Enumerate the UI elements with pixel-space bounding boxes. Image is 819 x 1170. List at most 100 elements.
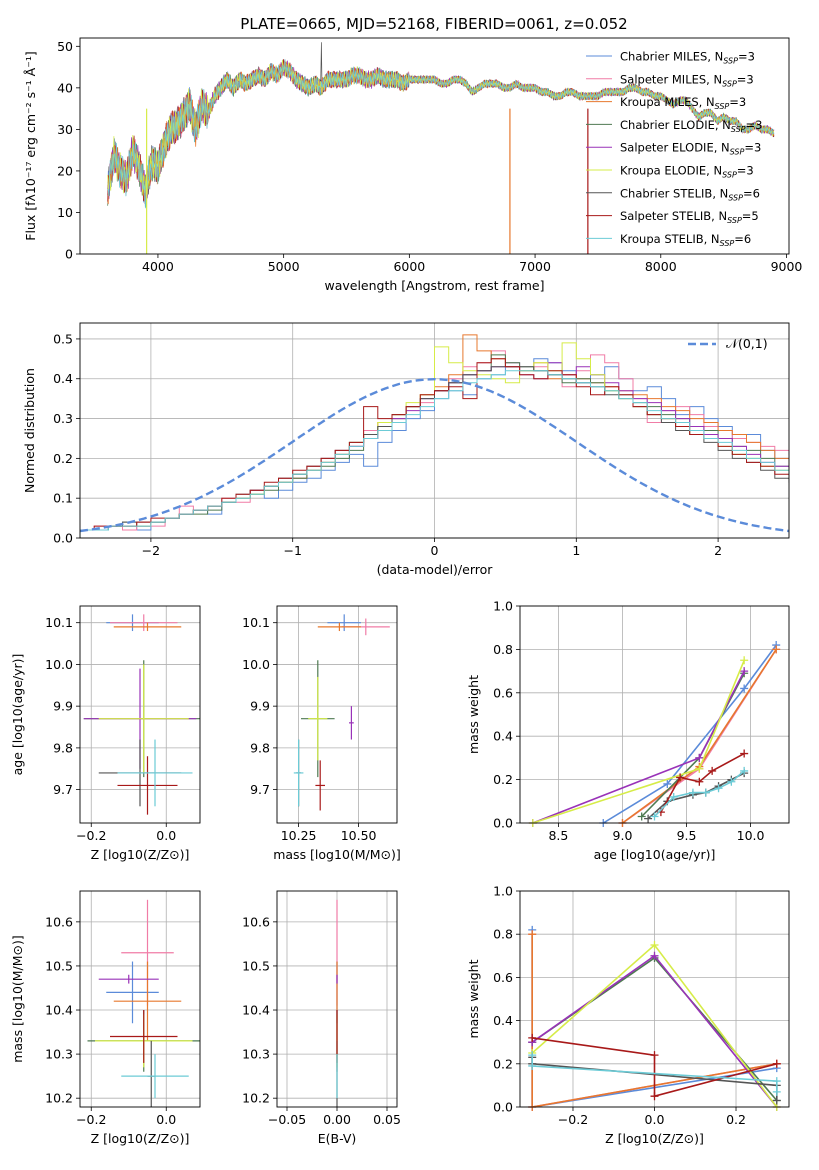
residuals-ytick-label: 0.3	[53, 411, 73, 426]
weight_vs_age-marker	[708, 766, 717, 775]
weight_vs_Z-marker	[650, 941, 659, 949]
age_vs_mass-xtick-label: 10.50	[341, 828, 377, 843]
spectrum-frame	[79, 37, 790, 255]
spectrum-line-kroupa-elodie	[107, 59, 775, 196]
weight_vs_age-marker	[695, 764, 704, 773]
mass_vs_Z-xlabel: Z [log10(Z/Z⊙)]	[91, 1131, 190, 1146]
residuals-ytick-label: 0.4	[53, 371, 73, 386]
weight_vs_Z-line-salpeter-stelib	[532, 1037, 778, 1098]
weight_vs_Z-xlabel: Z [log10(Z/Z⊙)]	[605, 1131, 704, 1146]
residuals-ytick-label: 0.0	[53, 531, 73, 546]
weight_vs_Z-line-kroupa-stelib	[531, 1055, 778, 1092]
residuals-ylabel: Normed distribution	[22, 368, 37, 493]
weight_vs_Z-ytick-label: 0.6	[493, 970, 513, 985]
residuals-ytick-label: 0.1	[53, 491, 73, 506]
weight_vs_Z-ytick-label: 0.0	[493, 1100, 513, 1115]
legend-label: Chabrier ELODIE, NSSP=3	[620, 118, 762, 134]
spectrum-ytick-label: 20	[57, 163, 73, 178]
spectrum-line-kroupa-stelib	[107, 59, 775, 209]
weight_vs_Z-marker	[528, 1051, 537, 1060]
spectrum-axes: 4000 5000 6000 7000 8000 9000 0 10 20 30 40 50	[57, 37, 802, 274]
spectrum-ylabel: Flux [fλ10⁻¹⁷ erg cm⁻² s⁻¹ Å⁻¹]	[23, 51, 38, 240]
weight_vs_age-ytick-label: 0.6	[493, 685, 513, 700]
legend-label: Chabrier MILES, NSSP=3	[620, 50, 755, 66]
age_vs_Z-frame	[79, 605, 201, 824]
spectrum-ytick-label: 0	[65, 247, 73, 262]
weight_vs_age-marker	[740, 749, 749, 758]
weight_vs_age-marker	[740, 766, 749, 775]
residuals-xtick-label: 1	[572, 543, 580, 558]
weight_vs_Z-xtick-label: −0.2	[558, 1112, 588, 1127]
mass_vs_Z-ytick-label: 10.4	[45, 1003, 73, 1018]
legend-label: Kroupa MILES, NSSP=3	[620, 95, 746, 111]
mass_vs_Z-plot-area	[80, 891, 200, 1107]
age_vs_Z-ytick-label: 9.8	[53, 740, 73, 755]
age_vs_Z-ytick-label: 9.9	[53, 699, 73, 714]
mass_vs_ebv-xtick-label: −0.05	[268, 1112, 306, 1127]
age_vs_Z-ytick-label: 10.0	[45, 657, 73, 672]
weight_vs_Z-marker	[528, 930, 537, 939]
spectrum-ytick-label: 40	[57, 80, 73, 95]
spectrum-ytick-label: 50	[57, 39, 73, 54]
age_vs_Z-ylabel: age [log10(age/yr)]	[10, 654, 25, 776]
spectrum-xtick-label: 5000	[268, 259, 300, 274]
weight_vs_Z-ytick-label: 1.0	[493, 884, 513, 899]
mass_vs_Z-axes: −0.2 0.0 10.2 10.3 10.4 10.5 10.6	[45, 890, 201, 1127]
weight_vs_Z-marker	[528, 1033, 537, 1042]
weight_vs_Z-marker	[650, 1092, 659, 1101]
residuals-xtick-label: 0	[431, 543, 439, 558]
age_vs_Z-xlabel: Z [log10(Z/Z⊙)]	[91, 847, 190, 862]
weight_vs_Z-ytick-label: 0.4	[493, 1013, 513, 1028]
residuals-xtick-label: −2	[142, 543, 160, 558]
age_vs_Z-xtick-label: −0.2	[76, 828, 106, 843]
mass_vs_ebv-ytick-label: 10.4	[242, 1003, 270, 1018]
age_vs_mass-xtick-label: 10.25	[281, 828, 317, 843]
weight_vs_age-xtick-label: 9.0	[613, 828, 633, 843]
legend-label: Salpeter MILES, NSSP=3	[620, 72, 754, 88]
weight_vs_Z-marker	[650, 1051, 659, 1060]
weight_vs_age-marker	[688, 788, 697, 797]
age_vs_mass-xlabel: mass [log10(M/M⊙)]	[273, 847, 401, 862]
weight_vs_age-marker	[740, 684, 749, 693]
weight_vs_Z-ytick-label: 0.2	[493, 1056, 513, 1071]
age_vs_mass-ytick-label: 9.8	[250, 740, 270, 755]
legend-label: Kroupa STELIB, NSSP=6	[620, 232, 751, 248]
residuals-ytick-label: 0.2	[53, 451, 73, 466]
weight_vs_age-marker	[727, 777, 736, 786]
weight_vs_age-marker	[695, 777, 704, 786]
weight_vs_Z-marker	[772, 1059, 781, 1068]
weight_vs_age-marker	[695, 753, 704, 762]
spectrum-xtick-label: 7000	[519, 259, 551, 274]
mass_vs_ebv-axes: −0.05 0.00 0.05 10.2 10.3 10.4 10.5 10.6	[242, 890, 401, 1127]
spectrum-xtick-label: 8000	[645, 259, 677, 274]
weight_vs_Z-xtick-label: 0.2	[726, 1112, 746, 1127]
spectrum-ytick-label: 10	[57, 205, 73, 220]
mass_vs_ebv-ytick-label: 10.2	[242, 1091, 270, 1106]
weight_vs_age-xtick-label: 9.5	[677, 828, 697, 843]
weight_vs_Z-ylabel: mass weight	[466, 959, 481, 1038]
age_vs_mass-ytick-label: 9.9	[250, 699, 270, 714]
residuals-xtick-label: −1	[283, 543, 301, 558]
age_vs_mass-plot-area	[277, 606, 397, 823]
weight_vs_age-marker	[772, 645, 781, 654]
weight_vs_age-frame	[519, 605, 790, 824]
weight_vs_Z-marker	[772, 1096, 781, 1105]
weight_vs_Z-xtick-label: 0.0	[645, 1112, 665, 1127]
residuals-legend-label: 𝒩(0,1)	[726, 336, 768, 351]
weight_vs_Z-frame	[519, 890, 790, 1108]
weight_vs_age-plot-area	[520, 606, 789, 823]
mass_vs_ebv-ytick-label: 10.3	[242, 1047, 270, 1062]
weight_vs_age-ytick-label: 0.4	[493, 729, 513, 744]
mass_vs_ebv-ytick-label: 10.5	[242, 958, 270, 973]
mass_vs_Z-ytick-label: 10.6	[45, 914, 73, 929]
hist-kroupa-stelib	[80, 370, 789, 538]
weight_vs_age-marker	[714, 784, 723, 793]
weight_vs_age-marker	[644, 814, 653, 823]
weight_vs_age-marker	[650, 812, 659, 821]
weight_vs_age-line-chabrier-miles	[602, 644, 777, 823]
age_vs_mass-ytick-label: 9.7	[250, 782, 270, 797]
legend-label: Salpeter ELODIE, NSSP=3	[620, 141, 761, 157]
legend-label: Kroupa ELODIE, NSSP=3	[620, 164, 754, 180]
spectrum-xlabel: wavelength [Angstrom, rest frame]	[324, 278, 544, 293]
